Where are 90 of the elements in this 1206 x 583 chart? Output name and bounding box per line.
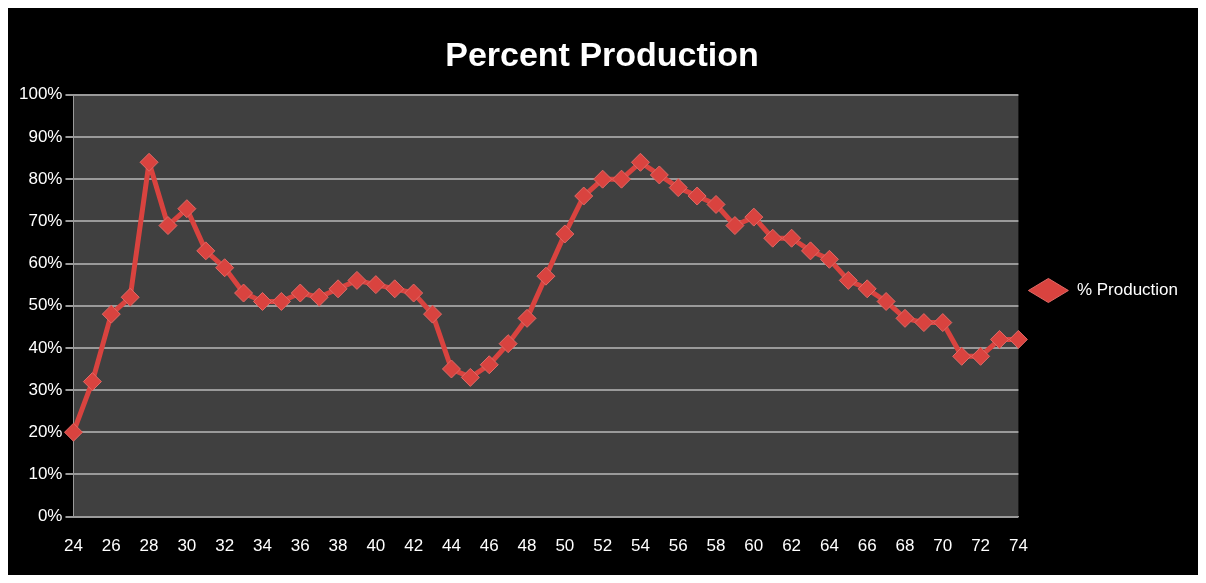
point [328, 279, 348, 299]
x-tick-label: 70 [933, 536, 953, 556]
x-tick-label: 64 [819, 536, 839, 556]
point [819, 249, 839, 269]
legend-label: % Production [1076, 280, 1179, 300]
point [933, 313, 953, 333]
point [857, 279, 877, 299]
y-tick-label: 60% [28, 253, 63, 273]
point [630, 152, 650, 172]
point [555, 224, 575, 244]
point [441, 359, 461, 379]
point [838, 270, 858, 290]
x-tick-label: 50 [555, 536, 575, 556]
point [876, 291, 896, 311]
point [593, 169, 613, 189]
point [895, 308, 915, 328]
x-tick-label: 68 [895, 536, 915, 556]
x-tick-label: 38 [328, 536, 348, 556]
point [498, 334, 518, 354]
x-tick-label: 58 [706, 536, 726, 556]
point [517, 308, 537, 328]
point [82, 372, 102, 392]
x-tick-label: 46 [479, 536, 499, 556]
point [687, 186, 707, 206]
x-tick-label: 32 [215, 536, 235, 556]
y-tick-label: 80% [28, 168, 63, 188]
point [801, 241, 821, 261]
x-tick-label: 74 [1008, 536, 1028, 556]
y-tick-label: 0% [37, 506, 63, 526]
point [971, 346, 991, 366]
y-tick-label: 10% [28, 464, 63, 484]
y-tick-label: 90% [28, 126, 63, 146]
y-tick-label: 100% [19, 84, 63, 104]
point [574, 186, 594, 206]
x-tick-label: 36 [290, 536, 310, 556]
x-tick-label: 34 [253, 536, 272, 556]
point [536, 266, 556, 286]
point [158, 216, 178, 236]
point [196, 241, 216, 261]
point [290, 283, 310, 303]
point [366, 275, 386, 295]
x-tick-label: 52 [593, 536, 613, 556]
x-tick-label: 24 [64, 536, 83, 556]
point [63, 422, 83, 442]
x-tick-label: 28 [139, 536, 159, 556]
point [744, 207, 764, 227]
point [989, 329, 1009, 349]
point [309, 287, 329, 307]
point [234, 283, 254, 303]
x-tick-label: 26 [101, 536, 121, 556]
y-tick-label: 40% [28, 337, 63, 357]
y-tick-label: 70% [28, 211, 63, 231]
x-tick-label: 56 [668, 536, 688, 556]
point [252, 291, 272, 311]
point [1008, 329, 1028, 349]
point [404, 283, 424, 303]
x-tick-label: 62 [782, 536, 802, 556]
x-tick-label: 54 [630, 536, 650, 556]
point [423, 304, 443, 324]
x-tick-label: 42 [404, 536, 424, 556]
point [706, 194, 726, 214]
x-tick-label: 60 [744, 536, 764, 556]
point [612, 169, 632, 189]
x-tick-label: 72 [971, 536, 991, 556]
x-tick-label: 66 [857, 536, 877, 556]
point [782, 228, 802, 248]
point [120, 287, 140, 307]
point [763, 228, 783, 248]
x-tick-label: 40 [366, 536, 386, 556]
point [177, 199, 197, 219]
chart-title: Percent Production [445, 34, 759, 73]
x-tick-label: 30 [177, 536, 197, 556]
point [479, 355, 499, 375]
x-tick-label: 44 [441, 536, 461, 556]
point [460, 367, 480, 387]
point [649, 165, 669, 185]
point [725, 216, 745, 236]
x-tick-label: 48 [517, 536, 537, 556]
point [347, 270, 367, 290]
point [101, 304, 121, 324]
point [215, 258, 235, 278]
point [139, 152, 159, 172]
y-tick-label: 20% [28, 421, 63, 441]
point [385, 279, 405, 299]
point [668, 178, 688, 198]
point [271, 291, 291, 311]
point [952, 346, 972, 366]
y-tick-label: 30% [28, 379, 63, 399]
point [914, 313, 934, 333]
y-tick-label: 50% [28, 295, 63, 315]
